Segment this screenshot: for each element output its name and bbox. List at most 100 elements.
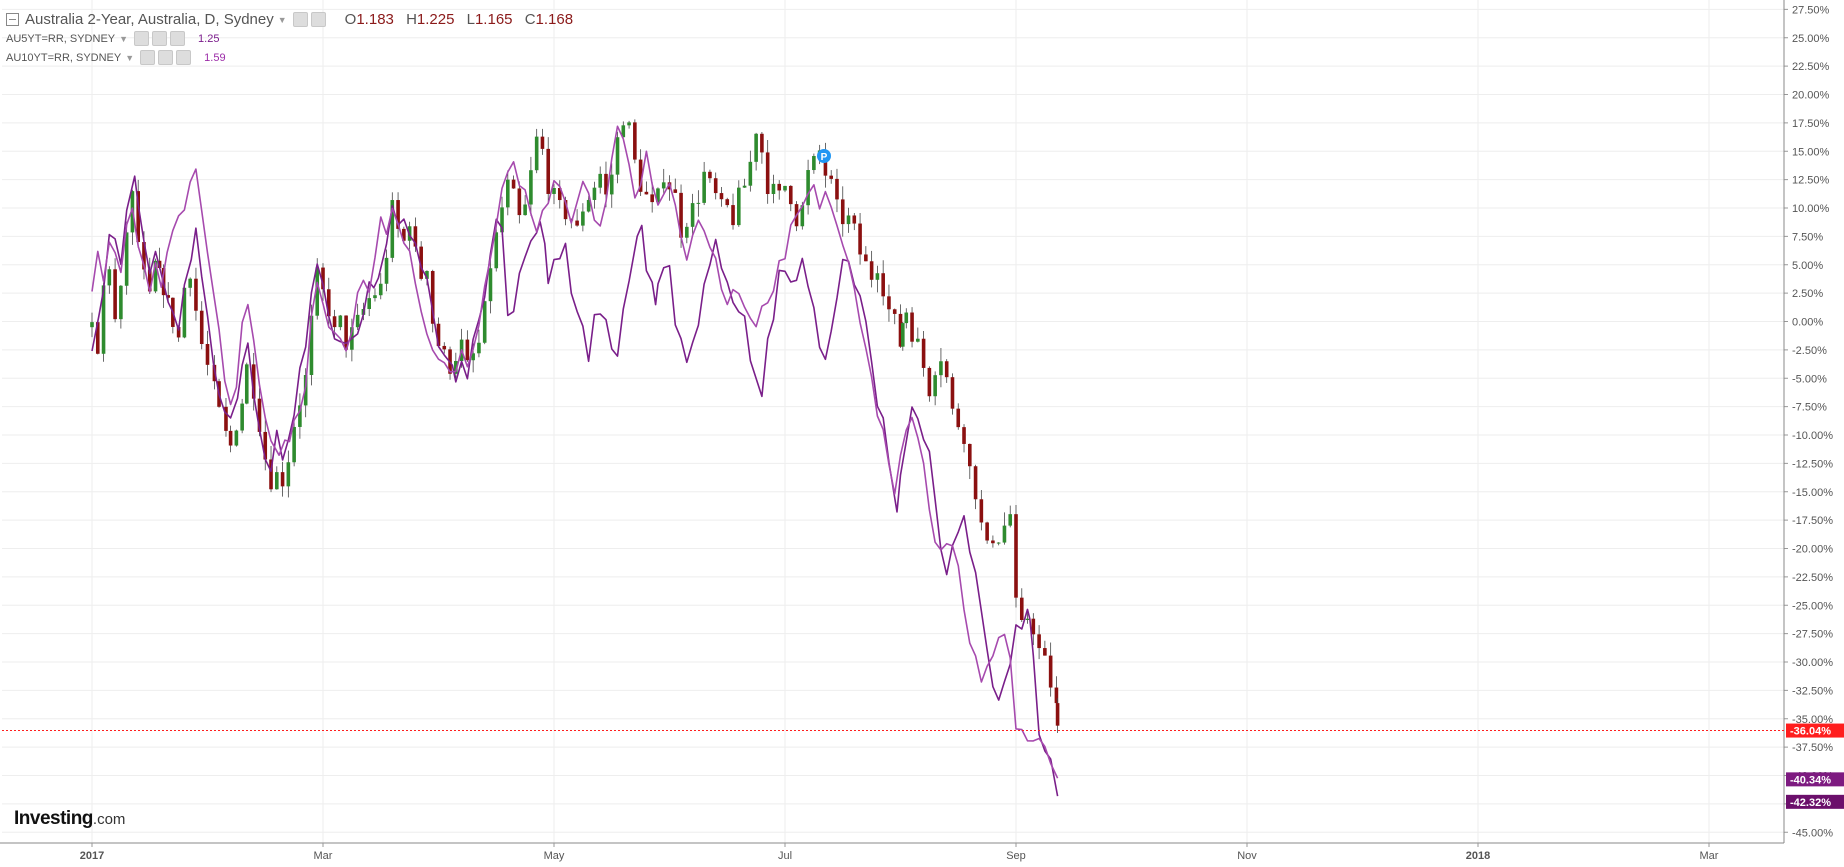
chevron-down-icon[interactable]: ▼ [119,33,129,44]
candle-body [673,189,678,193]
candle-body [303,375,308,406]
candle-body [916,338,920,342]
candle-body [494,232,499,269]
candle-body [604,173,608,195]
y-tick-label: 5.00% [1792,260,1823,272]
candle-body [985,522,989,541]
candle-body [910,312,914,342]
y-tick-label: 7.50% [1792,231,1823,243]
legend-s10[interactable]: AU10YT=RR, SYDNEY ▼ 1.59 [6,48,573,67]
candle-body [991,540,995,544]
candle-body [188,278,192,288]
chevron-down-icon[interactable]: ▼ [277,14,287,25]
candle-body [90,322,94,328]
candle-body [737,187,741,226]
y-tick-label: 27.50% [1792,4,1830,16]
candle-body [166,295,171,298]
y-tick-label: -45.00% [1792,827,1833,839]
candle-body [1002,525,1007,543]
candle-body [921,338,926,368]
candle-body [425,271,429,279]
candle-body [240,403,244,431]
y-axis: 27.50% 25.00% 22.50% 20.00% 17.50% 15.00% 12.5… [1783,0,1833,843]
candle-body [326,289,331,317]
visibility-icon[interactable] [292,12,308,27]
candle-body [823,150,828,176]
candle-body [852,215,857,224]
candle-body [679,192,683,238]
candle-body [696,202,701,204]
settings-icon[interactable] [152,31,168,46]
candle-body [442,345,447,350]
candle-body [355,314,360,328]
y-tick-label: 17.50% [1792,118,1830,130]
candle-body [176,326,181,338]
candle-body [904,312,909,324]
candle-body [511,179,516,189]
candle-body [765,152,770,195]
candle-body [609,174,614,195]
chevron-down-icon[interactable]: ▼ [125,52,135,63]
candle-body [378,283,383,296]
x-tick-label: Mar [314,850,333,862]
candle-body [529,170,533,205]
candle-body [124,232,129,286]
candle-body [506,179,510,208]
candle-body [257,398,262,432]
open-value: 1.183 [356,11,394,28]
candle-body [1008,514,1013,526]
candle-body [298,405,302,427]
settings-icon[interactable] [158,50,174,65]
investing-logo: Investing.com [14,808,125,830]
candle-body [1037,634,1041,649]
legend-s10-value: 1.59 [204,51,226,64]
candle-body [251,364,256,399]
collapse-icon[interactable] [6,13,19,26]
x-tick-label: 2018 [1466,850,1490,862]
candle-body [800,205,805,227]
close-icon[interactable] [176,50,192,65]
candle-body [742,185,747,188]
candle-body [482,301,487,343]
candle-body [224,406,228,431]
candle-body [858,223,862,255]
y-tick-label: -5.00% [1792,373,1827,385]
y-tick-label: 10.00% [1792,203,1830,215]
settings-icon[interactable] [310,12,326,27]
candle-body [898,313,903,347]
candle-body [731,205,735,226]
candle-body [783,185,787,191]
candle-body [592,187,597,200]
y-tick-label: -15.00% [1792,487,1833,499]
legend-s5-value: 1.25 [198,32,220,45]
candle-body [719,193,724,200]
candle-body [864,254,868,262]
event-marker[interactable]: P [817,149,831,163]
candle-body [367,298,371,310]
candle-body [901,323,905,347]
high-value: 1.225 [416,11,455,28]
candle-body [777,183,782,191]
y-tick-label: -27.50% [1792,629,1833,641]
candle-body [523,204,527,216]
candle-body [286,462,291,487]
candle-body [627,122,631,126]
candle-body [321,267,325,290]
candle-body [1031,618,1036,635]
visibility-icon[interactable] [134,31,150,46]
y-tick-label: 2.50% [1792,288,1823,300]
open-label: O [344,11,357,28]
legend-s5[interactable]: AU5YT=RR, SYDNEY ▼ 1.25 [6,29,573,48]
x-tick-label: Jul [778,850,792,862]
y-tick-label: -20.00% [1792,544,1833,556]
close-icon[interactable] [170,31,186,46]
legend-main[interactable]: Australia 2-Year, Australia, D, Sydney ▼… [6,10,573,29]
y-tick-label: -35.00% [1792,714,1833,726]
visibility-icon[interactable] [140,50,156,65]
candle-body [1055,703,1060,726]
candle-body [633,122,637,160]
candle-body [500,207,504,233]
legend-s10-name: AU10YT=RR, SYDNEY [6,51,122,64]
candle-body [788,185,793,205]
